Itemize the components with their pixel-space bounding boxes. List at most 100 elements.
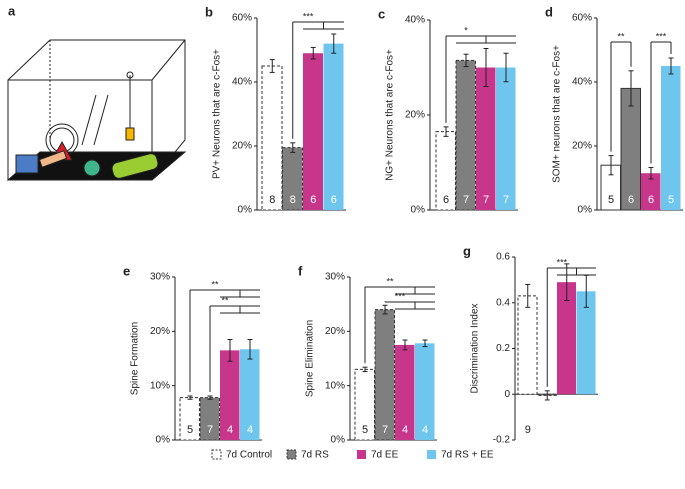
y-tick-label: 40% [572, 77, 592, 88]
bar [415, 343, 435, 440]
n-label: 4 [402, 424, 408, 436]
n-label: 4 [227, 424, 233, 436]
y-tick-label: 20% [405, 110, 425, 121]
n-label: 7 [207, 424, 213, 436]
y-tick-label: 20% [232, 141, 252, 152]
y-tick-label: 10% [150, 380, 170, 391]
bar [620, 87, 641, 211]
bar [374, 309, 395, 441]
panel-label: g [463, 243, 471, 258]
y-tick-label: 40% [232, 77, 252, 88]
n-label: 6 [648, 194, 654, 206]
n-label: 6 [443, 194, 449, 206]
bar [435, 131, 456, 211]
bar [476, 67, 496, 210]
n-label: 8 [583, 424, 589, 436]
n-label: 6 [331, 194, 337, 206]
significance: *** [557, 257, 568, 267]
significance: ** [617, 31, 625, 41]
panel-label: f [298, 263, 303, 278]
panel-label: e [123, 263, 130, 278]
y-tick-label: 0% [238, 205, 253, 216]
y-tick-label: 0% [156, 435, 171, 446]
bar [395, 344, 415, 440]
y-tick-label: 20% [150, 326, 170, 337]
bar [261, 65, 283, 211]
significance: ** [386, 276, 394, 286]
y-tick-label: 30% [150, 272, 170, 283]
y-tick-label: 60% [572, 13, 592, 24]
bar [303, 53, 323, 211]
y-tick-label: 10% [325, 380, 345, 391]
n-label: 8 [269, 194, 275, 206]
y-tick-label: 0.2 [496, 343, 510, 354]
y-tick-label: -0.2 [493, 435, 511, 446]
y-tick-label: 0.4 [496, 297, 510, 308]
y-tick-label: 0% [411, 205, 426, 216]
y-axis-title: Spine Formation [130, 322, 141, 395]
n-label: 11 [542, 424, 553, 436]
bar [641, 173, 661, 210]
panel-label: a [8, 3, 16, 18]
significance: *** [656, 31, 667, 41]
bar [354, 368, 375, 441]
y-axis-title: Discrimination Index [470, 303, 481, 393]
bar [199, 397, 220, 441]
n-label: 9 [525, 424, 531, 436]
n-label: 7 [483, 194, 489, 206]
panel-label: c [378, 6, 385, 21]
bar [557, 282, 576, 395]
legend-label: 7d EE [371, 450, 399, 461]
y-tick-label: 20% [572, 141, 592, 152]
panel-label: d [545, 4, 553, 19]
n-label: 6 [564, 424, 570, 436]
legend-swatch [427, 450, 436, 459]
bar [496, 67, 516, 210]
significance: * [464, 25, 468, 35]
n-label: 5 [362, 424, 368, 436]
n-label: 5 [187, 424, 193, 436]
legend-swatch [211, 449, 222, 460]
panel-label: b [205, 4, 213, 19]
n-label: 6 [310, 194, 316, 206]
bar [323, 43, 344, 210]
significance: *** [303, 11, 314, 21]
y-tick-label: 0% [578, 205, 593, 216]
y-tick-label: 0 [504, 389, 510, 400]
significance: ** [211, 279, 219, 289]
y-tick-label: 60% [232, 13, 252, 24]
y-tick-label: 0% [331, 435, 346, 446]
y-axis-title: NG+ Neurons that are c-Fos+ [385, 49, 396, 181]
n-label: 8 [290, 194, 296, 206]
n-label: 4 [247, 424, 253, 436]
y-axis-title: Spine Elimination [305, 320, 316, 397]
n-label: 7 [463, 194, 469, 206]
n-label: 4 [422, 424, 428, 436]
n-label: 6 [628, 194, 634, 206]
n-label: 5 [668, 194, 674, 206]
n-label: 5 [608, 194, 614, 206]
legend-swatch [357, 450, 366, 459]
significance: ** [221, 295, 229, 305]
y-axis-title: PV+ Neurons that are c-Fos+ [212, 49, 223, 179]
y-tick-label: 0.6 [496, 252, 510, 263]
bar [220, 350, 240, 440]
y-tick-label: 30% [325, 272, 345, 283]
legend-label: 7d RS + EE [441, 450, 494, 461]
significance: *** [395, 291, 406, 301]
y-axis-title: SOM+ neurons that are c-Fos+ [552, 45, 563, 183]
n-label: 7 [382, 424, 388, 436]
legend-label: 7d RS [301, 450, 329, 461]
legend-swatch [286, 449, 297, 460]
bar [455, 59, 476, 211]
bar [661, 66, 681, 210]
bar [240, 349, 260, 440]
bar [576, 291, 596, 395]
cage-illustration [6, 39, 187, 181]
y-tick-label: 20% [325, 326, 345, 337]
y-tick-label: 40% [405, 15, 425, 26]
n-label: 7 [503, 194, 509, 206]
bar [517, 295, 538, 395]
legend-label: 7d Control [226, 450, 272, 461]
